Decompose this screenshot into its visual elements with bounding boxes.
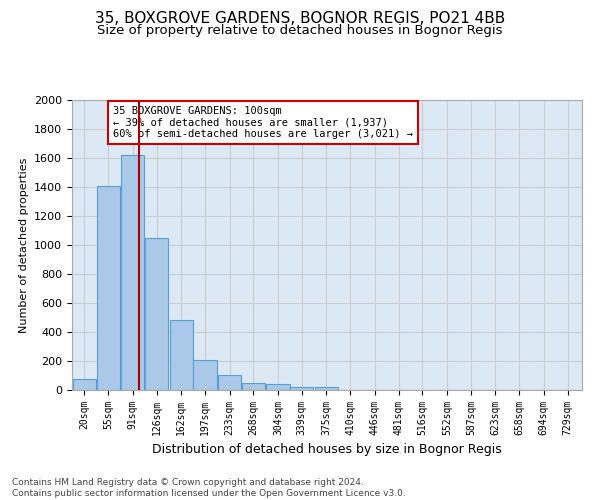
Text: Size of property relative to detached houses in Bognor Regis: Size of property relative to detached ho… [97,24,503,37]
Bar [193,360,217,390]
Bar [242,383,265,390]
Bar [145,238,168,390]
Text: Contains HM Land Registry data © Crown copyright and database right 2024.
Contai: Contains HM Land Registry data © Crown c… [12,478,406,498]
Bar [266,384,290,390]
Bar [218,375,241,390]
Bar [97,186,120,390]
Y-axis label: Number of detached properties: Number of detached properties [19,158,29,332]
X-axis label: Distribution of detached houses by size in Bognor Regis: Distribution of detached houses by size … [152,444,502,456]
Bar [73,379,96,390]
Bar [121,155,144,390]
Bar [170,320,193,390]
Text: 35 BOXGROVE GARDENS: 100sqm
← 39% of detached houses are smaller (1,937)
60% of : 35 BOXGROVE GARDENS: 100sqm ← 39% of det… [113,106,413,139]
Bar [290,387,313,390]
Text: 35, BOXGROVE GARDENS, BOGNOR REGIS, PO21 4BB: 35, BOXGROVE GARDENS, BOGNOR REGIS, PO21… [95,11,505,26]
Bar [315,387,338,390]
